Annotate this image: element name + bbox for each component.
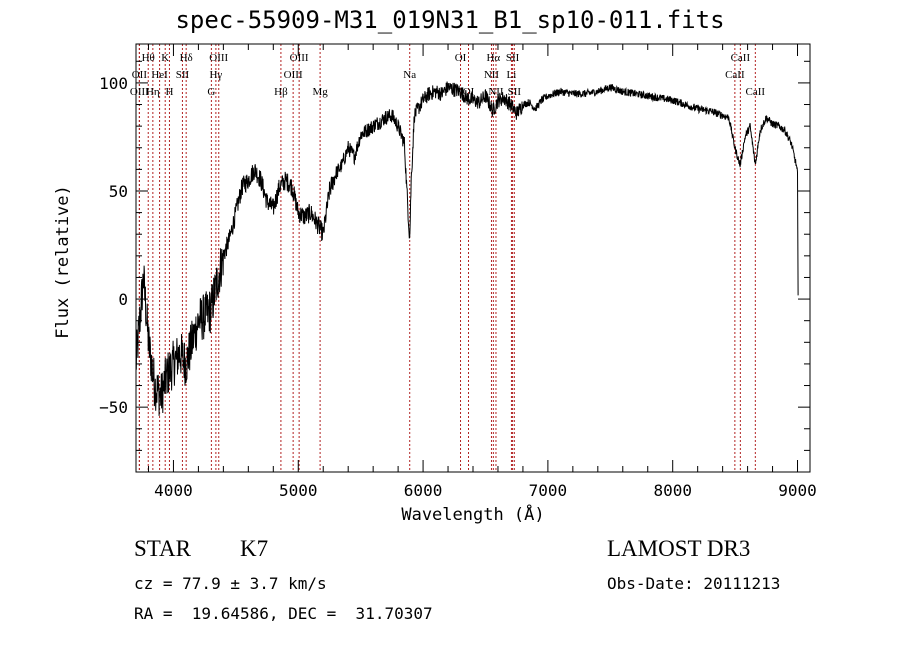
y-tick-label: −50 <box>99 398 128 417</box>
spectral-line-label: OIII <box>209 52 228 64</box>
survey-label: LAMOST DR3 <box>607 536 751 561</box>
spectral-line-label: Hη <box>146 86 160 98</box>
x-tick-label: 5000 <box>279 481 318 500</box>
spectral-line-label: Hθ <box>142 52 155 64</box>
spectral-line-label: CaII <box>725 69 745 81</box>
spectral-line-label: H <box>165 86 173 98</box>
object-subclass: K7 <box>240 536 269 561</box>
object-class: STAR <box>134 536 191 561</box>
spectral-line-label: HeI <box>151 69 168 81</box>
spectral-line-label: OI <box>463 86 475 98</box>
coordinates-label: RA = 19.64586, DEC = 31.70307 <box>134 604 433 623</box>
spectral-line-label: Hδ <box>180 52 193 64</box>
x-axis-label: Wavelength (Å) <box>401 503 544 525</box>
redshift-label: cz = 77.9 ± 3.7 km/s <box>134 574 327 593</box>
spectrum-line <box>135 81 799 416</box>
spectral-line-label: CaII <box>746 86 766 98</box>
spectral-line-label: SII <box>176 69 190 81</box>
spectral-line-label: OII <box>132 69 148 81</box>
spectral-line-label: Na <box>403 69 416 81</box>
spectral-line-label: OIII <box>284 69 303 81</box>
spectral-line-label: Mg <box>312 86 328 98</box>
spectral-line-label: SII <box>506 52 520 64</box>
x-tick-label: 9000 <box>778 481 817 500</box>
obs-date-label: Obs-Date: 20111213 <box>607 574 781 593</box>
y-tick-label: 100 <box>99 74 128 93</box>
spectral-line-label: Hα <box>486 52 500 64</box>
y-tick-label: 0 <box>118 290 128 309</box>
spectral-line-label: OIII <box>290 52 309 64</box>
x-tick-label: 6000 <box>404 481 443 500</box>
spectral-line-label: Hβ <box>274 86 288 98</box>
y-tick-label: 50 <box>109 182 128 201</box>
spectral-line-label: OI <box>455 52 467 64</box>
y-axis-label: Flux (relative) <box>53 185 73 339</box>
spectral-line-label: NII <box>488 86 504 98</box>
spectral-line-label: SII <box>508 86 522 98</box>
spectral-line-label: Hγ <box>209 69 222 81</box>
plot-frame <box>135 43 811 473</box>
spectral-line-label: NII <box>484 69 500 81</box>
x-tick-label: 7000 <box>529 481 568 500</box>
spectral-line-label: CaII <box>731 52 751 64</box>
x-tick-label: 4000 <box>154 481 193 500</box>
chart-title: spec-55909-M31_019N31_B1_sp10-011.fits <box>175 6 725 34</box>
spectral-line-label: K <box>161 52 169 64</box>
x-tick-label: 8000 <box>653 481 692 500</box>
spectral-line-label: Li <box>507 69 517 81</box>
spectral-line-label: OIII <box>130 86 149 98</box>
spectral-line-label: G <box>207 86 215 98</box>
